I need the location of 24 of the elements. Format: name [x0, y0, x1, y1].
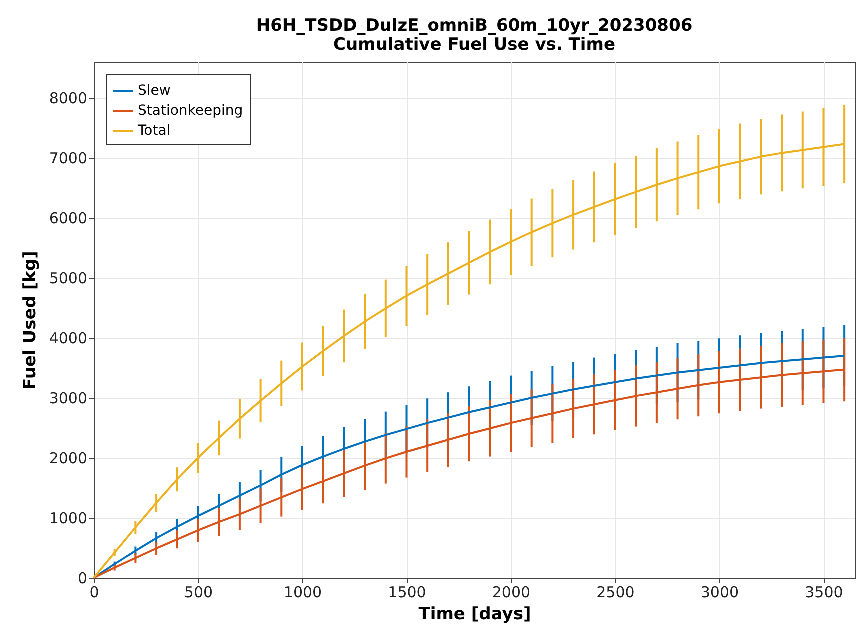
- y-tick-label: 2000: [49, 450, 88, 468]
- x-tick-label: 3000: [700, 584, 740, 602]
- x-tick-label: 2000: [492, 584, 531, 602]
- y-tick-label: 4000: [49, 330, 88, 348]
- x-tick-label: 1000: [284, 584, 322, 602]
- legend-label: Total: [137, 123, 171, 139]
- x-tick-label: 500: [184, 584, 214, 602]
- y-tick-label: 0: [78, 570, 88, 588]
- y-tick-label: 7000: [49, 150, 88, 168]
- y-tick-label: 6000: [49, 210, 88, 228]
- legend-label: Slew: [138, 83, 171, 99]
- x-tick-label: 1500: [388, 584, 426, 602]
- chart-title: H6H_TSDD_DulzE_omniB_60m_10yr_20230806: [256, 16, 693, 36]
- x-axis-title: Time [days]: [418, 604, 532, 624]
- y-tick-label: 8000: [49, 90, 88, 108]
- chart-subtitle: Cumulative Fuel Use vs. Time: [334, 35, 616, 55]
- x-tick-label: 2500: [596, 584, 635, 602]
- y-tick-label: 3000: [49, 390, 88, 408]
- y-tick-label: 5000: [49, 270, 88, 288]
- y-tick-label: 1000: [49, 510, 88, 528]
- x-tick-label: 0: [90, 584, 100, 602]
- y-axis-title: Fuel Used [kg]: [20, 251, 40, 390]
- legend-label: Stationkeeping: [138, 103, 244, 119]
- x-tick-label: 3500: [805, 584, 844, 602]
